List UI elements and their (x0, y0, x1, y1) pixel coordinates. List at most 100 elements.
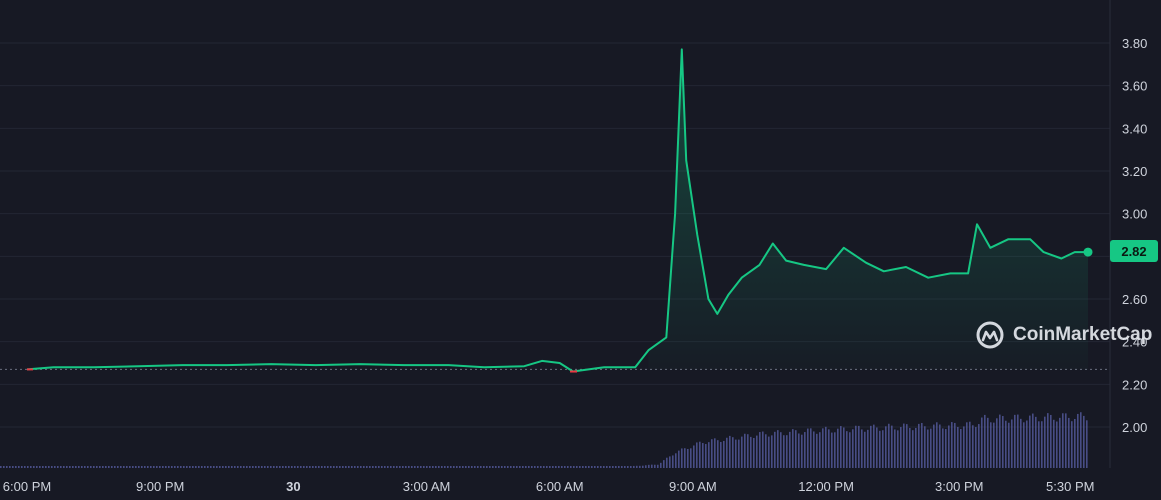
current-price-label: 2.82 (1121, 243, 1147, 259)
volume-bar (948, 425, 950, 468)
volume-bar (951, 422, 953, 468)
volume-bar (24, 466, 26, 468)
volume-bar (426, 466, 428, 468)
volume-bar (240, 466, 242, 468)
x-tick-label: 30 (286, 479, 300, 494)
volume-bar (858, 425, 860, 468)
volume-bar (957, 426, 959, 468)
volume-bar (183, 466, 185, 468)
volume-bar (1029, 415, 1031, 468)
volume-bar (84, 466, 86, 468)
volume-bar (294, 466, 296, 468)
volume-bar (828, 429, 830, 468)
volume-bar (717, 440, 719, 468)
volume-bar (561, 466, 563, 468)
volume-bar (552, 466, 554, 468)
volume-bar (420, 466, 422, 468)
x-tick-label: 6:00 PM (3, 479, 51, 494)
volume-bar (741, 436, 743, 468)
price-line (26, 48, 1088, 373)
volume-bar (837, 428, 839, 468)
volume-bar (942, 428, 944, 468)
x-tick-label: 12:00 PM (798, 479, 854, 494)
volume-bar (315, 466, 317, 468)
volume-bar (510, 466, 512, 468)
volume-bar (981, 417, 983, 468)
volume-bar (690, 448, 692, 468)
volume-bar (588, 466, 590, 468)
volume-bar (723, 440, 725, 468)
volume-bar (969, 421, 971, 468)
volume-bar (318, 466, 320, 468)
volume-bar (819, 432, 821, 468)
volume-bar (825, 426, 827, 468)
volume-bar (411, 466, 413, 468)
y-tick-label: 3.40 (1122, 121, 1147, 136)
volume-bar (720, 441, 722, 468)
volume-bar (852, 429, 854, 468)
current-price-dot (1083, 247, 1093, 257)
volume-bar (462, 466, 464, 468)
watermark-text: CoinMarketCap (1013, 324, 1153, 345)
volume-bar (507, 466, 509, 468)
volume-bar (78, 466, 80, 468)
volume-bar (615, 466, 617, 468)
volume-bar (894, 429, 896, 468)
volume-bar (762, 431, 764, 468)
volume-bar (30, 466, 32, 468)
volume-bar (684, 448, 686, 468)
volume-bar (54, 466, 56, 468)
volume-bar (21, 466, 23, 468)
volume-bar (465, 466, 467, 468)
x-tick-label: 3:00 PM (935, 479, 983, 494)
volume-bar (621, 466, 623, 468)
volume-bar (117, 466, 119, 468)
volume-bar (672, 455, 674, 468)
volume-bar (807, 428, 809, 468)
x-tick-label: 3:00 AM (403, 479, 451, 494)
volume-bar (336, 466, 338, 468)
volume-bar (738, 439, 740, 468)
volume-bar (453, 466, 455, 468)
volume-bar (42, 466, 44, 468)
volume-bar (69, 466, 71, 468)
volume-bar (1032, 413, 1034, 468)
volume-bar (786, 435, 788, 468)
volume-bar (177, 466, 179, 468)
volume-bar (162, 466, 164, 468)
volume-bar (186, 466, 188, 468)
volume-bar (132, 466, 134, 468)
volume-bar (447, 466, 449, 468)
volume-bar (936, 422, 938, 468)
volume-bar (930, 428, 932, 468)
volume-bar (1050, 414, 1052, 468)
volume-bar (456, 466, 458, 468)
volume-bar (12, 466, 14, 468)
volume-bar (399, 466, 401, 468)
volume-bar (1086, 420, 1088, 468)
volume-bar (861, 429, 863, 468)
volume-bar (246, 466, 248, 468)
volume-bar (189, 466, 191, 468)
volume-bar (783, 435, 785, 468)
volume-bar (288, 466, 290, 468)
volume-bar (555, 466, 557, 468)
y-tick-label: 2.00 (1122, 420, 1147, 435)
volume-bar (297, 466, 299, 468)
volume-bar (726, 437, 728, 468)
volume-bar (1074, 418, 1076, 468)
volume-bar (228, 466, 230, 468)
volume-bar (1056, 421, 1058, 468)
volume-bar (780, 432, 782, 468)
volume-bar (543, 466, 545, 468)
volume-bar (291, 466, 293, 468)
volume-bar (702, 443, 704, 468)
volume-bar (642, 465, 644, 468)
volume-bar (636, 465, 638, 468)
volume-bar (138, 466, 140, 468)
volume-bar (546, 466, 548, 468)
volume-bar (711, 439, 713, 468)
volume-bar (273, 466, 275, 468)
volume-bar (57, 466, 59, 468)
